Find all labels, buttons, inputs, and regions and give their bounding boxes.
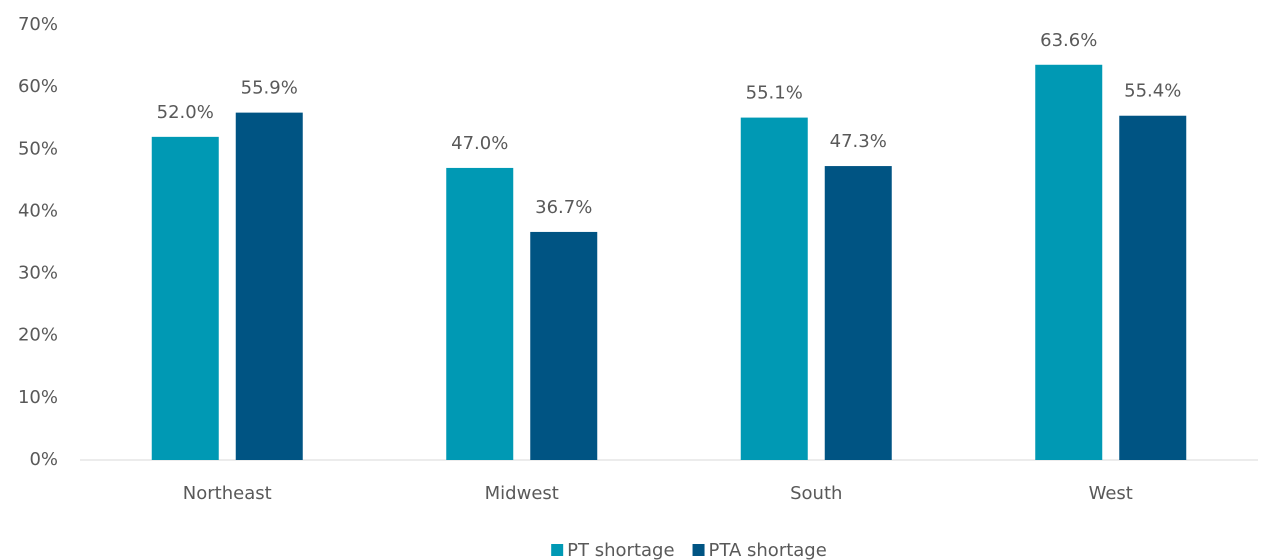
legend-label: PT shortage xyxy=(567,540,674,560)
y-tick-label: 40% xyxy=(18,200,58,221)
bar xyxy=(530,231,598,460)
legend-label: PTA shortage xyxy=(709,540,827,560)
y-tick-label: 70% xyxy=(18,14,58,35)
data-label: 47.3% xyxy=(830,131,887,152)
y-tick-label: 60% xyxy=(18,76,58,97)
data-label: 55.4% xyxy=(1124,81,1181,102)
y-tick-label: 50% xyxy=(18,138,58,159)
data-label: 63.6% xyxy=(1040,30,1097,51)
y-tick-label: 0% xyxy=(29,449,58,470)
data-label: 55.1% xyxy=(746,83,803,104)
bar xyxy=(235,112,303,460)
data-label: 36.7% xyxy=(535,197,592,218)
x-tick-label: Midwest xyxy=(485,483,559,504)
x-tick-label: West xyxy=(1089,483,1133,504)
bar xyxy=(1119,115,1187,460)
x-tick-label: South xyxy=(790,483,842,504)
bar xyxy=(446,167,514,460)
bar xyxy=(824,166,892,461)
y-tick-label: 10% xyxy=(18,387,58,408)
data-label: 55.9% xyxy=(241,78,298,99)
bar xyxy=(151,136,219,460)
y-tick-label: 20% xyxy=(18,325,58,346)
bar xyxy=(1035,64,1103,461)
bar xyxy=(740,117,808,460)
data-label: 52.0% xyxy=(157,102,214,123)
legend-swatch xyxy=(551,544,564,556)
x-tick-label: Northeast xyxy=(183,483,272,504)
legend-swatch xyxy=(692,544,705,556)
y-tick-label: 30% xyxy=(18,263,58,284)
data-label: 47.0% xyxy=(451,133,508,154)
